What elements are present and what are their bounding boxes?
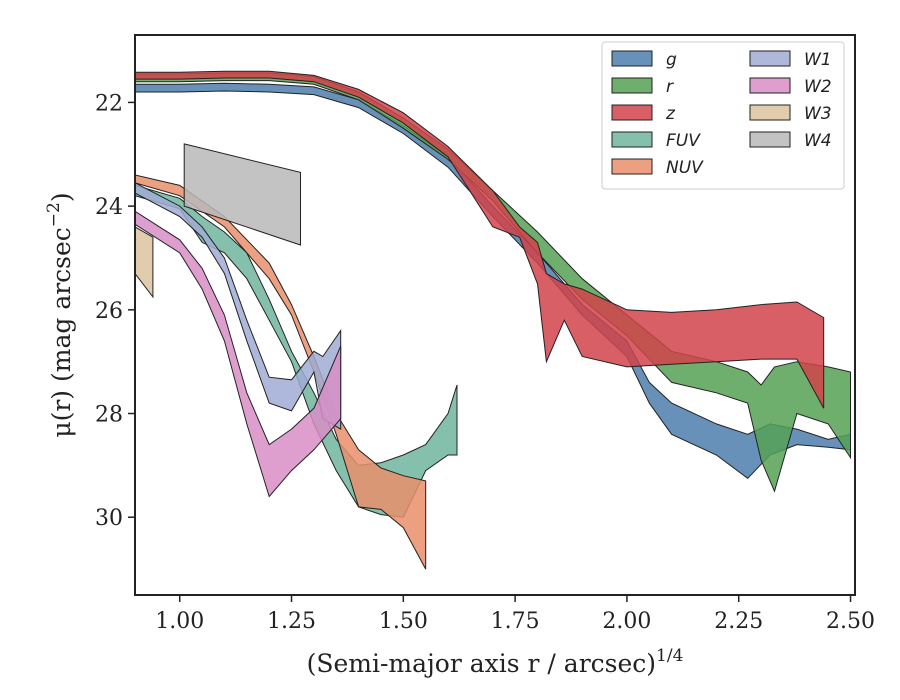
x-ticks-layer: 1.00 1.25 1.50 1.75 2.00 2.25 2.50 <box>155 595 875 634</box>
x-tick-label: 2.00 <box>602 609 651 634</box>
band-z <box>135 70 825 409</box>
legend-label-w3: W3 <box>804 104 832 124</box>
legend-label-w1: W1 <box>804 50 832 70</box>
legend-swatch-nuv <box>611 158 653 175</box>
legend-label-r: r <box>666 77 674 97</box>
legend-label-fuv: FUV <box>666 131 701 151</box>
y-tick-label: 24 <box>95 195 123 220</box>
band-fuv <box>135 184 458 518</box>
x-tick-label: 1.25 <box>267 609 316 634</box>
y-tick-label: 22 <box>95 91 123 116</box>
legend-label-w4: W4 <box>804 131 832 151</box>
legend-label-nuv: NUV <box>666 158 704 178</box>
legend-swatch-fuv <box>611 131 653 148</box>
band-w3 <box>135 226 154 299</box>
band-nuv <box>135 174 427 570</box>
band-w2 <box>135 210 342 498</box>
y-axis-label-exponent: −2 <box>44 202 64 227</box>
x-axis-label-exponent: 1/4 <box>656 646 683 666</box>
legend-label-w2: W2 <box>804 77 832 97</box>
plot-frame <box>134 34 856 596</box>
legend-swatch-w2 <box>749 77 791 94</box>
band-w1 <box>135 182 342 430</box>
y-tick-label: 28 <box>95 403 123 428</box>
x-axis-label: (Semi-major axis r / arcsec)1/4 <box>307 646 684 678</box>
y-tick-label: 26 <box>95 299 123 324</box>
legend-swatch-w4 <box>749 131 791 148</box>
y-tick-label: 30 <box>95 506 123 531</box>
y-ticks-layer: 22 24 26 28 30 <box>95 91 135 531</box>
legend: grz FUV NUV W1 W2 W3 W4 <box>601 41 845 190</box>
x-tick-label: 2.25 <box>714 609 763 634</box>
y-axis-label: μ(r) (mag arcsec−2) <box>44 192 76 437</box>
legend-swatch-w1 <box>749 50 791 67</box>
x-tick-label: 2.50 <box>826 609 875 634</box>
legend-swatch-w3 <box>749 104 791 121</box>
legend-label-z: z <box>665 104 676 124</box>
legend-swatch-z <box>611 104 653 121</box>
legend-label-g: g <box>666 50 677 70</box>
x-tick-label: 1.75 <box>491 609 540 634</box>
x-tick-label: 1.00 <box>155 609 204 634</box>
x-tick-label: 1.50 <box>379 609 428 634</box>
legend-swatch-g <box>611 50 653 67</box>
y-axis-label-close: ) <box>47 192 76 202</box>
bands-layer <box>135 70 851 570</box>
legend-swatch-r <box>611 77 653 94</box>
band-w4 <box>183 143 301 246</box>
